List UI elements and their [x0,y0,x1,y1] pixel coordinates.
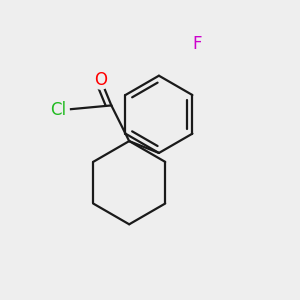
Circle shape [46,99,69,121]
Text: Cl: Cl [50,101,66,119]
Text: O: O [94,71,107,89]
Circle shape [190,37,205,52]
Circle shape [92,71,110,89]
Text: F: F [193,35,202,53]
